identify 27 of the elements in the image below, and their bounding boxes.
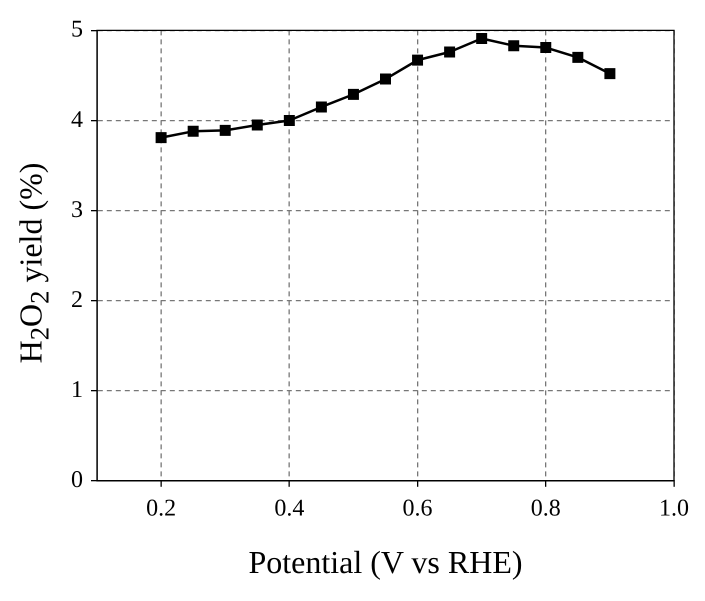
y-tick-label: 1 <box>71 377 83 404</box>
x-axis-title: Potential (V vs RHE) <box>248 544 523 580</box>
point <box>476 33 488 44</box>
point <box>316 101 327 112</box>
point <box>604 68 616 80</box>
y-tick-label: 5 <box>71 16 83 43</box>
point <box>508 40 520 52</box>
point <box>188 126 199 137</box>
x-tick-label: 0.6 <box>402 495 433 522</box>
x-tick-label: 1.0 <box>659 495 689 522</box>
x-tick-label: 0.2 <box>146 495 176 522</box>
point <box>572 52 584 63</box>
x-tick-label: 0.8 <box>530 495 561 522</box>
y-tick-label: 0 <box>71 467 83 494</box>
point <box>412 54 424 66</box>
point <box>252 119 263 130</box>
point <box>444 46 456 58</box>
y-tick-label: 3 <box>71 196 83 223</box>
point <box>540 42 552 54</box>
x-tick-label: 0.4 <box>274 495 304 522</box>
point <box>220 124 231 136</box>
point <box>284 114 295 126</box>
point <box>156 132 167 144</box>
y-tick-label: 4 <box>71 106 83 133</box>
point <box>380 74 391 85</box>
point <box>348 88 359 100</box>
y-tick-label: 2 <box>71 286 83 313</box>
